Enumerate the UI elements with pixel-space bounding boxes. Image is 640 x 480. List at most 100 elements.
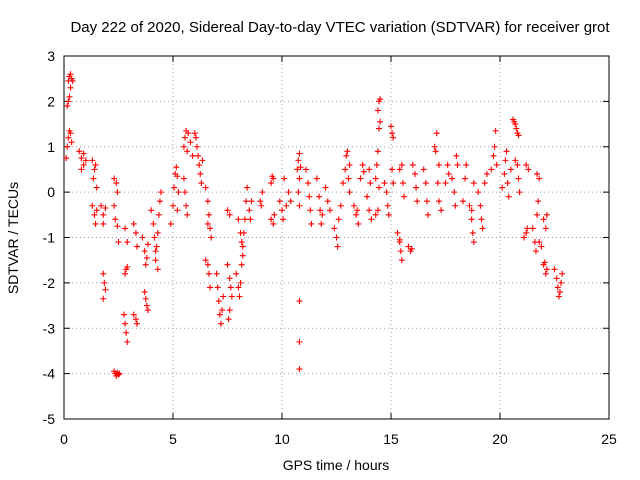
data-point bbox=[505, 193, 512, 200]
data-point bbox=[344, 148, 351, 155]
y-tick-label: -1 bbox=[43, 230, 56, 246]
data-point bbox=[144, 307, 151, 314]
data-point bbox=[296, 202, 303, 209]
data-point bbox=[67, 130, 74, 137]
data-point bbox=[374, 148, 381, 155]
data-point bbox=[374, 207, 381, 214]
data-point bbox=[542, 225, 549, 232]
data-point bbox=[139, 234, 146, 241]
data-point bbox=[111, 175, 118, 182]
data-point bbox=[305, 180, 312, 187]
data-point bbox=[152, 257, 159, 264]
data-point bbox=[134, 320, 141, 327]
data-point bbox=[281, 175, 288, 182]
data-point bbox=[224, 207, 231, 214]
data-point bbox=[158, 189, 165, 196]
data-point bbox=[270, 175, 277, 182]
data-point bbox=[296, 366, 303, 373]
data-point bbox=[189, 152, 196, 159]
data-point bbox=[239, 252, 246, 259]
chart-title: Day 222 of 2020, Sidereal Day-to-day VTE… bbox=[70, 19, 610, 36]
data-point bbox=[92, 220, 99, 227]
data-point bbox=[483, 170, 490, 177]
data-point bbox=[525, 166, 532, 173]
data-point bbox=[469, 229, 476, 236]
data-point bbox=[233, 270, 240, 277]
data-point bbox=[268, 180, 275, 187]
data-point bbox=[202, 257, 209, 264]
data-point bbox=[295, 157, 302, 164]
data-point bbox=[227, 284, 234, 291]
data-point bbox=[422, 180, 429, 187]
data-point bbox=[68, 139, 75, 146]
data-point bbox=[376, 184, 383, 191]
data-point bbox=[122, 270, 129, 277]
data-point bbox=[540, 216, 547, 223]
data-point bbox=[296, 150, 303, 157]
data-point bbox=[399, 180, 406, 187]
data-point bbox=[204, 261, 211, 268]
data-point bbox=[488, 166, 495, 173]
data-point bbox=[502, 157, 509, 164]
data-point bbox=[359, 161, 366, 168]
data-point bbox=[466, 202, 473, 209]
data-point bbox=[63, 155, 70, 162]
data-point bbox=[280, 216, 287, 223]
data-point bbox=[113, 180, 120, 187]
data-point bbox=[132, 229, 139, 236]
data-point bbox=[354, 207, 361, 214]
y-tick-label: -4 bbox=[43, 366, 56, 382]
data-point bbox=[479, 225, 486, 232]
y-tick-label: -3 bbox=[43, 320, 56, 336]
x-tick-label: 5 bbox=[169, 431, 177, 447]
data-point bbox=[364, 193, 371, 200]
data-point bbox=[366, 166, 373, 173]
data-point bbox=[296, 175, 303, 182]
data-point bbox=[150, 220, 157, 227]
data-point bbox=[187, 139, 194, 146]
data-point bbox=[92, 161, 99, 168]
data-point bbox=[67, 84, 74, 91]
data-point bbox=[324, 198, 331, 205]
data-point bbox=[520, 234, 527, 241]
data-point bbox=[180, 143, 187, 150]
data-point bbox=[543, 211, 550, 218]
data-point bbox=[390, 134, 397, 141]
data-point bbox=[372, 211, 379, 218]
data-point bbox=[258, 202, 265, 209]
data-point bbox=[434, 180, 441, 187]
data-point bbox=[174, 207, 181, 214]
data-point bbox=[198, 180, 205, 187]
data-point bbox=[340, 180, 347, 187]
data-point bbox=[101, 279, 108, 286]
data-point bbox=[398, 257, 405, 264]
data-point bbox=[405, 243, 412, 250]
data-point bbox=[542, 270, 549, 277]
data-point bbox=[226, 275, 233, 282]
data-point bbox=[191, 130, 198, 137]
data-point bbox=[225, 316, 232, 323]
data-point bbox=[345, 175, 352, 182]
data-point bbox=[64, 143, 71, 150]
data-point bbox=[143, 302, 150, 309]
data-point bbox=[492, 127, 499, 134]
data-point bbox=[100, 295, 107, 302]
data-point bbox=[204, 220, 211, 227]
data-point bbox=[454, 161, 461, 168]
x-tick-label: 20 bbox=[492, 431, 508, 447]
data-point bbox=[207, 225, 214, 232]
data-point bbox=[475, 189, 482, 196]
data-point bbox=[372, 175, 379, 182]
data-point bbox=[326, 207, 333, 214]
data-point bbox=[193, 143, 200, 150]
data-point bbox=[65, 98, 72, 105]
data-point bbox=[501, 170, 508, 177]
data-point bbox=[248, 198, 255, 205]
data-point bbox=[538, 243, 545, 250]
data-point bbox=[213, 270, 220, 277]
data-point bbox=[383, 189, 390, 196]
data-point bbox=[196, 161, 203, 168]
data-point bbox=[366, 207, 373, 214]
data-point bbox=[130, 220, 137, 227]
